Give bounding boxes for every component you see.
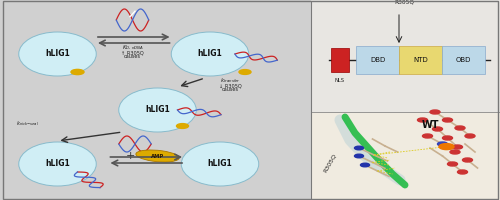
Circle shape	[450, 150, 460, 154]
FancyBboxPatch shape	[331, 48, 348, 72]
Circle shape	[354, 154, 364, 158]
Text: causes: causes	[124, 54, 141, 59]
Text: ↑ R305Q: ↑ R305Q	[121, 50, 144, 55]
Ellipse shape	[181, 142, 259, 186]
Circle shape	[452, 145, 462, 149]
Text: $k_{transfer}$: $k_{transfer}$	[220, 77, 240, 85]
Ellipse shape	[19, 32, 96, 76]
Ellipse shape	[136, 150, 179, 162]
Ellipse shape	[119, 88, 196, 132]
Text: causes: causes	[222, 87, 238, 92]
Circle shape	[439, 144, 454, 150]
Text: NTD: NTD	[413, 57, 428, 63]
FancyBboxPatch shape	[356, 46, 399, 74]
Circle shape	[432, 127, 442, 131]
Circle shape	[71, 69, 84, 75]
FancyBboxPatch shape	[399, 46, 442, 74]
Circle shape	[455, 126, 465, 130]
Text: R305Q: R305Q	[394, 0, 414, 4]
Circle shape	[458, 170, 468, 174]
Circle shape	[448, 162, 458, 166]
Circle shape	[422, 134, 432, 138]
Circle shape	[418, 118, 428, 122]
Text: DBD: DBD	[370, 57, 385, 63]
Circle shape	[442, 118, 452, 122]
Circle shape	[360, 163, 370, 167]
Text: hLIG1: hLIG1	[45, 49, 70, 58]
Circle shape	[176, 124, 188, 128]
Ellipse shape	[19, 142, 96, 186]
FancyBboxPatch shape	[311, 0, 500, 112]
Text: AMP: AMP	[151, 154, 164, 158]
Circle shape	[354, 146, 364, 150]
Ellipse shape	[171, 32, 249, 76]
Circle shape	[442, 136, 452, 140]
Text: hLIG1: hLIG1	[198, 49, 222, 58]
Text: hLIG1: hLIG1	[208, 160, 233, 168]
Text: hLIG1: hLIG1	[45, 160, 70, 168]
Circle shape	[239, 70, 251, 74]
Text: WT: WT	[421, 120, 439, 130]
Text: $k_{nick{-}seal}$: $k_{nick{-}seal}$	[16, 120, 39, 128]
Text: +: +	[126, 151, 134, 161]
Circle shape	[438, 142, 448, 146]
FancyBboxPatch shape	[442, 46, 485, 74]
FancyBboxPatch shape	[311, 112, 500, 200]
Circle shape	[465, 134, 475, 138]
Circle shape	[462, 158, 472, 162]
Text: R305Q: R305Q	[322, 153, 338, 173]
Text: OBD: OBD	[456, 57, 471, 63]
Circle shape	[430, 110, 440, 114]
Text: ↓ R305Q: ↓ R305Q	[218, 83, 242, 88]
Text: NLS: NLS	[334, 78, 345, 83]
Text: hLIG1: hLIG1	[145, 106, 170, 114]
Text: $K_{D,\,nDNA}$: $K_{D,\,nDNA}$	[122, 44, 144, 52]
